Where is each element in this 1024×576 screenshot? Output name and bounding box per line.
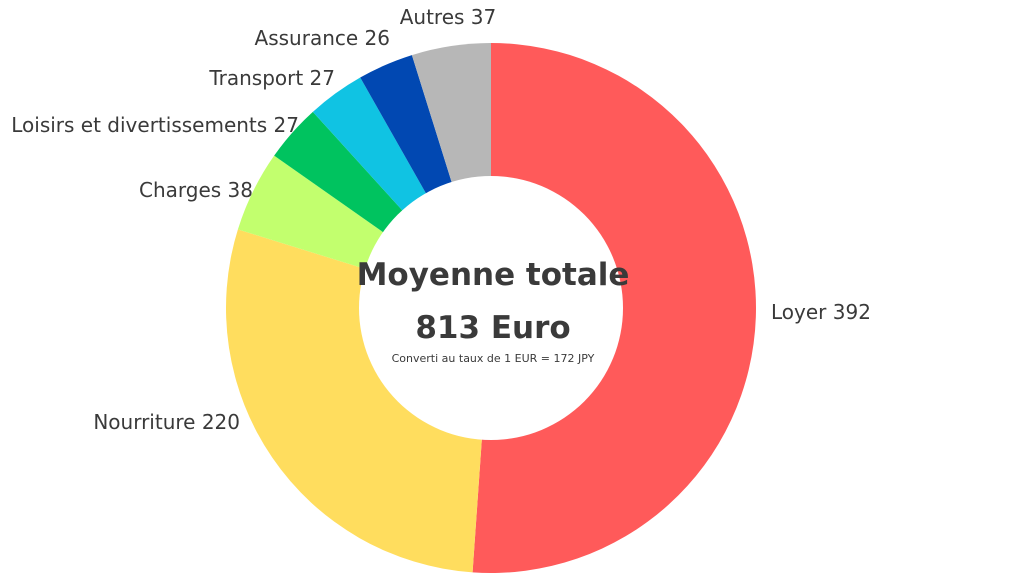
donut-hole [359, 176, 623, 440]
slice-label-loisirs-et-divertissements: Loisirs et divertissements 27 [11, 113, 299, 137]
slice-label-autres: Autres 37 [400, 5, 497, 29]
slice-label-loyer: Loyer 392 [771, 300, 871, 324]
slice-label-nourriture: Nourriture 220 [93, 410, 240, 434]
slice-label-charges: Charges 38 [139, 178, 253, 202]
slice-label-assurance: Assurance 26 [255, 26, 390, 50]
center-note: Converti au taux de 1 EUR = 172 JPY [392, 352, 595, 365]
slice-label-transport: Transport 27 [208, 66, 335, 90]
center-total: 813 Euro [415, 310, 570, 346]
center-title: Moyenne totale [357, 257, 630, 293]
slice-labels: Loyer 392 Nourriture 220 Charges 38 Loisirs… [11, 5, 871, 434]
